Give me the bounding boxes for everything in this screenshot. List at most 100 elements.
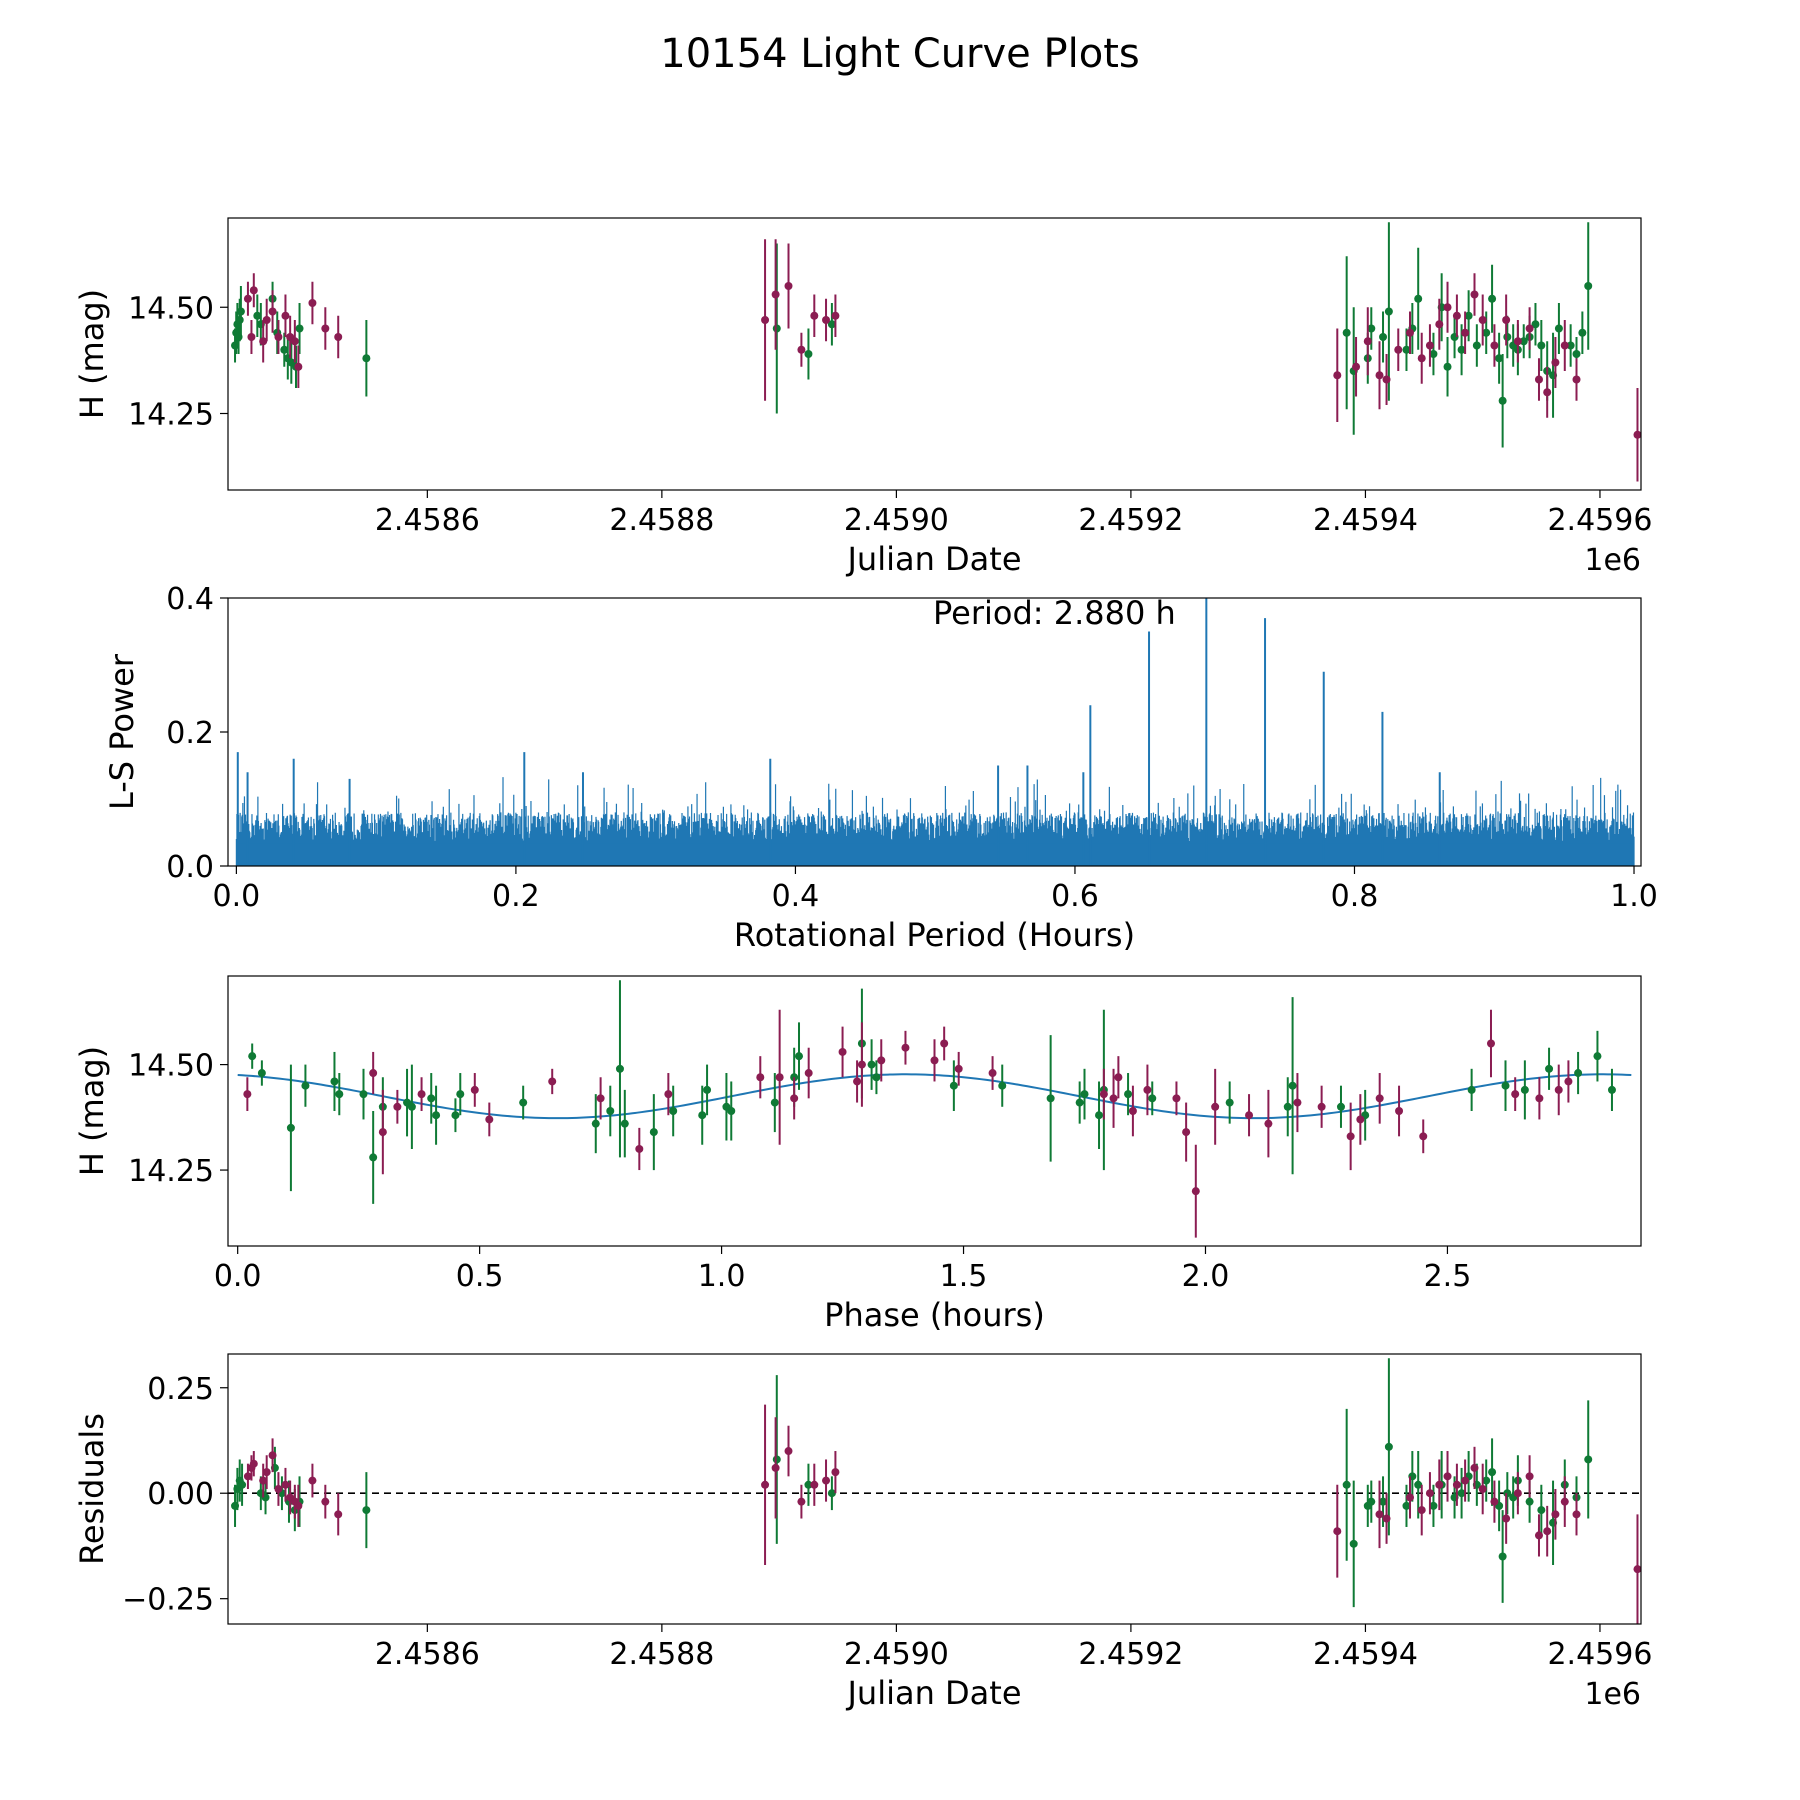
lc-point-r (1405, 328, 1414, 337)
ls-xtick-label: 0.8 (1331, 879, 1379, 914)
phase-point-g (248, 1052, 257, 1061)
phase-ylabel: H (mag) (73, 1046, 111, 1176)
resid-point-r (1534, 1531, 1543, 1540)
phase-point-r (1511, 1090, 1520, 1099)
ls-xlabel: Rotational Period (Hours) (734, 916, 1135, 954)
phase-point-g (795, 1052, 804, 1061)
phase-point-r (940, 1039, 949, 1048)
lc-xtick-label: 2.4586 (375, 503, 480, 538)
lc-ytick-label: 14.50 (128, 291, 214, 326)
lc-point-g (1554, 324, 1563, 333)
phase-point-g (427, 1094, 436, 1103)
resid-point-r (274, 1485, 283, 1493)
resid-point-g (1525, 1497, 1534, 1506)
phase-point-r (1143, 1085, 1152, 1094)
phase-ytick-label: 14.50 (128, 1049, 214, 1084)
lc-point-g (1584, 282, 1593, 290)
resid-point-r (1470, 1463, 1479, 1472)
phase-xtick-label: 1.0 (698, 1259, 746, 1294)
phase-point-g (620, 1119, 629, 1128)
lc-xtick-label: 2.4592 (1078, 503, 1183, 538)
lc-point-r (294, 362, 303, 371)
resid-point-g (1384, 1442, 1393, 1451)
resid-point-g (1537, 1506, 1546, 1515)
phase-xtick-label: 0.5 (456, 1259, 504, 1294)
resid-point-g (362, 1506, 371, 1515)
phase-point-r (1486, 1039, 1495, 1048)
phase-point-r (877, 1056, 886, 1065)
lc-point-r (1394, 345, 1403, 354)
ls-period-annotation: Period: 2.880 h (933, 594, 1176, 632)
ls-periodogram (235, 598, 1635, 866)
resid-point-r (243, 1472, 252, 1481)
ls-noise-band (236, 843, 1635, 866)
phase-point-g (1288, 1081, 1297, 1090)
resid-point-g (1342, 1480, 1351, 1489)
ls-xtick-label: 0.4 (772, 879, 820, 914)
resid-point-r (1443, 1472, 1452, 1481)
lc-point-r (1572, 375, 1581, 384)
lc-point-g (1402, 345, 1411, 354)
phase-point-r (838, 1047, 847, 1056)
phase-point-r (596, 1094, 605, 1103)
lc-point-g (1498, 396, 1507, 405)
phase-point-r (470, 1085, 479, 1094)
lc-ytick-label: 14.25 (128, 398, 214, 433)
lc-point-r (262, 316, 271, 324)
resid-point-g (1584, 1455, 1593, 1464)
lc-points (231, 222, 1641, 482)
phase-point-g (669, 1107, 678, 1115)
lc-point-r (274, 333, 283, 341)
ls-xtick-label: 0.2 (492, 879, 540, 914)
lc-point-r (1470, 290, 1479, 299)
resid-point-g (1414, 1480, 1423, 1489)
resid-point-r (1333, 1527, 1342, 1536)
lc-point-g (236, 307, 245, 316)
phase-xtick-label: 2.0 (1182, 1259, 1230, 1294)
phase-point-g (1283, 1102, 1292, 1111)
lc-point-r (1352, 362, 1361, 371)
phase-points (243, 980, 1616, 1238)
phase-point-r (1293, 1098, 1302, 1107)
resid-ytick-label: 0.00 (147, 1477, 214, 1512)
resid-point-g (827, 1489, 836, 1498)
lc-point-g (1367, 324, 1376, 333)
phase-point-r (790, 1094, 799, 1103)
resid-point-r (1560, 1497, 1569, 1506)
resid-point-r (1633, 1565, 1641, 1574)
lc-point-r (334, 333, 343, 341)
resid-point-g (238, 1480, 247, 1489)
lc-xtick-label: 2.4594 (1313, 503, 1418, 538)
phase-point-g (432, 1111, 441, 1120)
lc-axes: 2.4586 2.4588 2.4590 2.4592 2.4594 2.4596 14.2… (73, 289, 1652, 578)
resid-point-r (822, 1476, 831, 1485)
resid-point-r (1425, 1489, 1434, 1498)
resid-point-r (1375, 1510, 1384, 1519)
lc-point-g (1457, 345, 1466, 354)
lc-point-g (1379, 333, 1388, 341)
resid-point-r (294, 1501, 303, 1510)
phase-point-g (1574, 1069, 1583, 1078)
lc-point-r (810, 311, 819, 320)
lc-point-g (295, 324, 304, 333)
resid-point-r (771, 1463, 780, 1472)
lc-point-g (1503, 333, 1512, 341)
lc-point-g (1537, 341, 1546, 350)
resid-point-r (1461, 1476, 1470, 1485)
lc-xtick-label: 2.4588 (609, 503, 714, 538)
ls-xtick-label: 1.0 (1610, 879, 1658, 914)
ls-plot-frame (227, 597, 1642, 867)
resid-point-r (784, 1447, 793, 1456)
phase-point-r (804, 1069, 813, 1078)
phase-point-r (635, 1144, 644, 1153)
phase-point-r (1564, 1077, 1573, 1086)
lc-point-r (822, 316, 831, 324)
lc-point-r (1525, 324, 1534, 333)
lc-point-g (235, 316, 244, 324)
phase-point-r (775, 1073, 784, 1082)
resid-xtick-label: 2.4588 (609, 1637, 714, 1672)
phase-point-g (591, 1119, 600, 1128)
phase-point-r (1317, 1102, 1326, 1111)
lc-point-r (281, 311, 290, 320)
lc-point-r (1443, 303, 1452, 312)
